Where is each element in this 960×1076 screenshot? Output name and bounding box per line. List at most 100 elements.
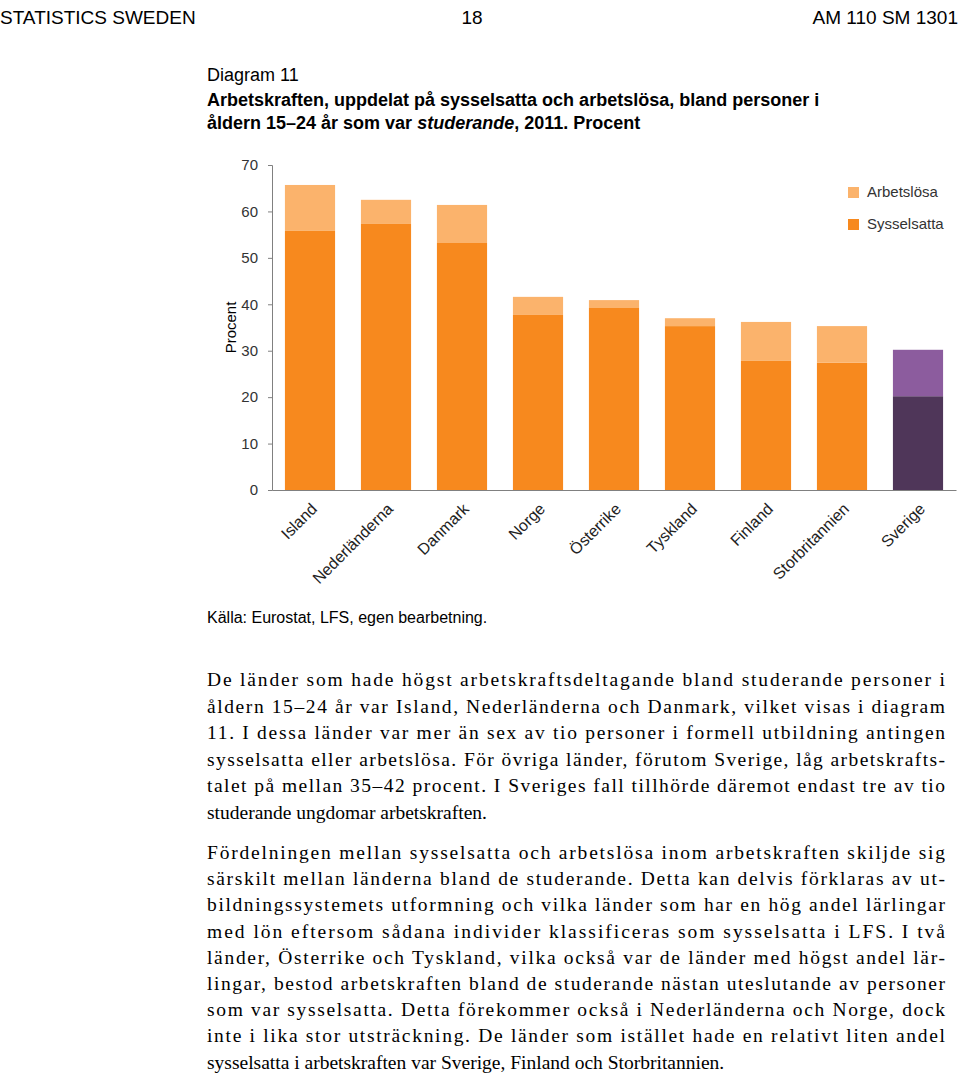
y-tick-label: 0 — [250, 481, 258, 498]
figure-title-line: åldern 15–24 år som var studerande, 2011… — [207, 113, 640, 133]
legend-label: Sysselsatta — [867, 215, 944, 232]
paragraph-line: inte i lika stor utsträckning. De länder… — [207, 1025, 946, 1046]
y-tick: 20 — [241, 388, 272, 405]
figure-source: Källa: Eurostat, LFS, egen bearbetning. — [207, 609, 487, 626]
y-axis-line — [268, 166, 273, 491]
bar — [893, 350, 943, 396]
figure-label: Diagram 11 — [207, 65, 299, 85]
paragraph-line: med lön eftersom sådana individer klassi… — [207, 921, 945, 942]
legend-swatch — [848, 187, 859, 198]
bar — [589, 308, 639, 490]
y-axis-title: Procent — [222, 301, 239, 354]
y-tick-label: 60 — [241, 203, 258, 220]
y-tick-mark — [268, 490, 272, 491]
bar — [361, 224, 411, 490]
y-tick-mark — [268, 351, 272, 352]
paragraph: De länder som hade högst arbetskraftsdel… — [207, 669, 946, 823]
bar — [437, 243, 487, 490]
page-number: 18 — [461, 7, 482, 28]
bar — [817, 363, 867, 490]
x-tick-label: Finland — [727, 500, 776, 549]
y-tick-label: 50 — [241, 249, 258, 266]
y-tick: 40 — [241, 296, 272, 313]
y-tick: 70 — [241, 156, 272, 173]
x-tick: Norge — [505, 490, 548, 543]
bar — [285, 231, 335, 490]
header-right: AM 110 SM 1301 — [813, 7, 958, 28]
page-header: STATISTICS SWEDEN 18 AM 110 SM 1301 — [0, 7, 958, 28]
paragraph-line: sysselsatta i arbetskraften var Sverige,… — [207, 1052, 724, 1073]
chart: 0 10 20 30 40 50 60 70 IslandNederländerna Danmar… — [222, 156, 957, 587]
x-tick: Tyskland — [643, 490, 700, 557]
figure-title-run: studerande — [417, 113, 514, 133]
figure-title-run: åldern 15–24 år som var — [207, 113, 417, 133]
y-tick-mark — [268, 397, 272, 398]
figure-title-run: Arbetskraften, uppdelat på sysselsatta o… — [207, 90, 819, 110]
paragraph-line: Fördelningen mellan sysselsatta och arbe… — [207, 842, 945, 863]
y-tick-mark — [268, 444, 272, 445]
paragraph-line: länder, Österrike och Tyskland, vilka oc… — [207, 947, 945, 968]
bar — [665, 326, 715, 490]
legend: Arbetslösa Sysselsatta — [848, 183, 944, 232]
bar — [513, 297, 563, 315]
paragraph: Fördelningen mellan sysselsatta och arbe… — [207, 842, 946, 1073]
x-tick-label: Österrike — [566, 500, 624, 558]
header-left: STATISTICS SWEDEN — [0, 7, 196, 28]
y-tick-label: 10 — [241, 435, 258, 452]
figure-title-line: Arbetskraften, uppdelat på sysselsatta o… — [207, 90, 819, 110]
bar — [437, 205, 487, 243]
y-tick: 30 — [241, 342, 272, 359]
x-tick: Finland — [727, 490, 776, 549]
x-tick: Sverige — [878, 490, 928, 550]
y-tick: 10 — [241, 435, 272, 452]
bar — [513, 315, 563, 490]
x-axis: IslandNederländerna Danmark Norge Österrike… — [273, 490, 957, 587]
bar — [741, 322, 791, 361]
bar-series — [285, 185, 943, 396]
bar — [741, 361, 791, 490]
x-tick-label: Tyskland — [643, 500, 700, 557]
x-tick: Nederländerna — [309, 490, 396, 587]
paragraph-line: studerande ungdomar arbetskraften. — [207, 802, 487, 823]
y-tick-label: 40 — [241, 296, 258, 313]
y-tick: 0 — [250, 481, 272, 498]
y-tick-label: 70 — [241, 156, 258, 173]
bar — [817, 326, 867, 363]
y-tick-mark — [268, 258, 272, 259]
legend-entry: Sysselsatta — [848, 215, 944, 232]
bar-series — [285, 224, 943, 490]
legend-label: Arbetslösa — [867, 183, 939, 200]
paragraph-line: sysselsatta eller arbetslösa. För övriga… — [207, 749, 945, 770]
bar — [589, 300, 639, 308]
paragraph-line: 11. I dessa länder var mer än sex av tio… — [207, 722, 945, 743]
paragraph-line: som var sysselsatta. Detta förekommer oc… — [207, 999, 945, 1020]
y-tick-label: 20 — [241, 388, 258, 405]
page: STATISTICS SWEDEN 18 AM 110 SM 1301 Diagram… — [0, 0, 960, 1076]
x-tick-label: Island — [278, 500, 320, 542]
y-tick-mark — [268, 304, 272, 305]
legend-swatch — [848, 219, 859, 230]
bar — [893, 396, 943, 490]
y-tick: 50 — [241, 249, 272, 266]
x-tick-label: Danmark — [414, 499, 473, 558]
paragraph-line: särskilt mellan länderna bland de studer… — [207, 868, 945, 889]
y-axis: 0 10 20 30 40 50 60 70 — [241, 156, 272, 498]
y-tick: 60 — [241, 203, 272, 220]
bar — [285, 185, 335, 231]
x-tick: Island — [278, 490, 320, 542]
x-tick: Storbritannien — [770, 490, 852, 583]
y-tick-mark — [268, 211, 272, 212]
x-tick: Österrike — [566, 490, 624, 558]
bar — [665, 318, 715, 326]
figure-title-run: , 2011. Procent — [514, 113, 640, 133]
body-text: De länder som hade högst arbetskraftsdel… — [207, 669, 946, 1073]
paragraph-line: åldern 15–24 år var Island, Nederländern… — [207, 696, 945, 717]
paragraph-line: lingar, bestod arbetskraften bland de st… — [207, 973, 946, 994]
paragraph-line: De länder som hade högst arbetskraftsdel… — [207, 669, 946, 690]
bars — [285, 185, 943, 490]
paragraph-line: talet på mellan 35–42 procent. I Sverige… — [207, 775, 945, 796]
x-axis-line — [273, 490, 957, 491]
legend-entry: Arbetslösa — [848, 183, 939, 200]
x-tick-label: Norge — [505, 500, 548, 543]
x-tick-label: Storbritannien — [770, 500, 852, 582]
